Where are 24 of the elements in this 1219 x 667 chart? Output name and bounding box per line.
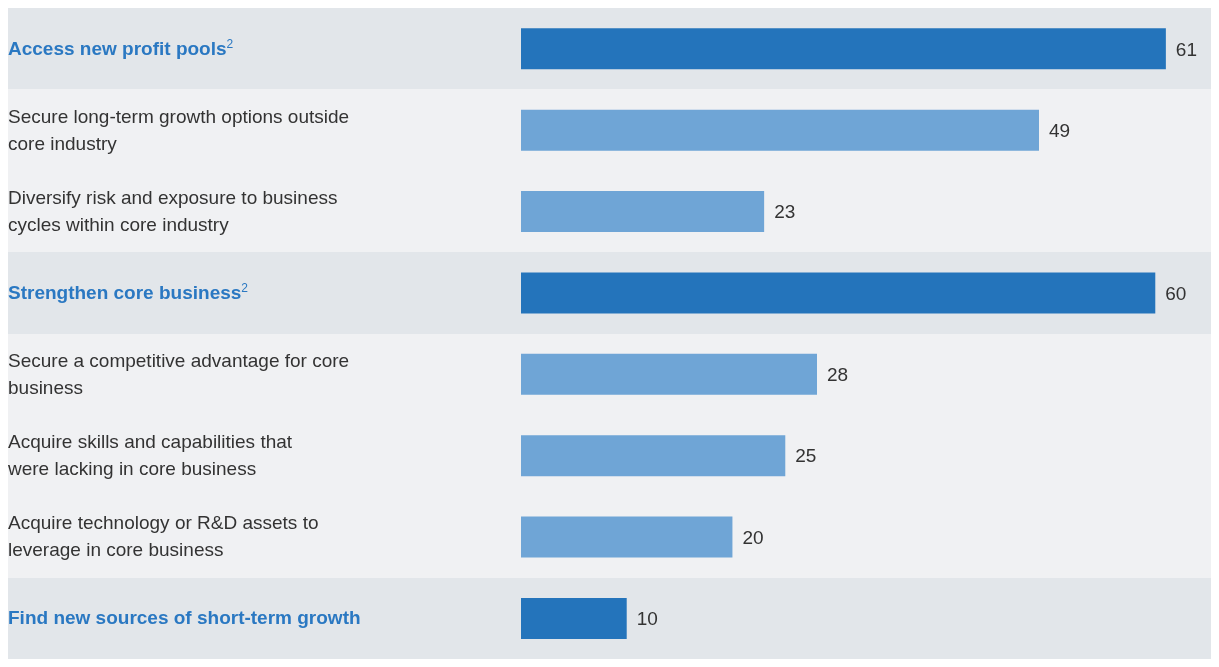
- bar: [521, 516, 733, 558]
- data-label: 25: [795, 445, 817, 467]
- bar: [521, 109, 1039, 151]
- data-label: 49: [1049, 119, 1071, 141]
- bar: [521, 191, 765, 233]
- data-label: 28: [827, 364, 849, 386]
- y-tick-label: Access new profit pools$^{2}$: [8, 36, 234, 59]
- y-tick-label: Secure long-term growth options outside core industry: [8, 105, 350, 154]
- bar: [521, 28, 1166, 70]
- data-label: 20: [742, 526, 764, 548]
- data-label: 61: [1175, 38, 1197, 60]
- bar: [521, 272, 1156, 314]
- y-tick-label: Find new sources of short-term growth: [8, 607, 361, 629]
- bar: [521, 353, 817, 395]
- data-label: 23: [774, 201, 796, 223]
- y-tick-label: Strengthen core business$^{2}$: [8, 280, 249, 303]
- bar: [521, 435, 786, 477]
- y-tick-label: Diversify risk and exposure to business cycles within core industry: [8, 186, 338, 235]
- data-label: 60: [1165, 282, 1187, 304]
- bar: [521, 597, 627, 639]
- y-tick-label: Acquire technology or R&D assets to leverage in core business: [8, 512, 319, 561]
- data-label: 10: [636, 608, 658, 630]
- y-tick-label: Acquire skills and capabilities that were lacking in core business: [7, 431, 293, 480]
- y-tick-label: Secure a competitive advantage for core business: [8, 349, 350, 398]
